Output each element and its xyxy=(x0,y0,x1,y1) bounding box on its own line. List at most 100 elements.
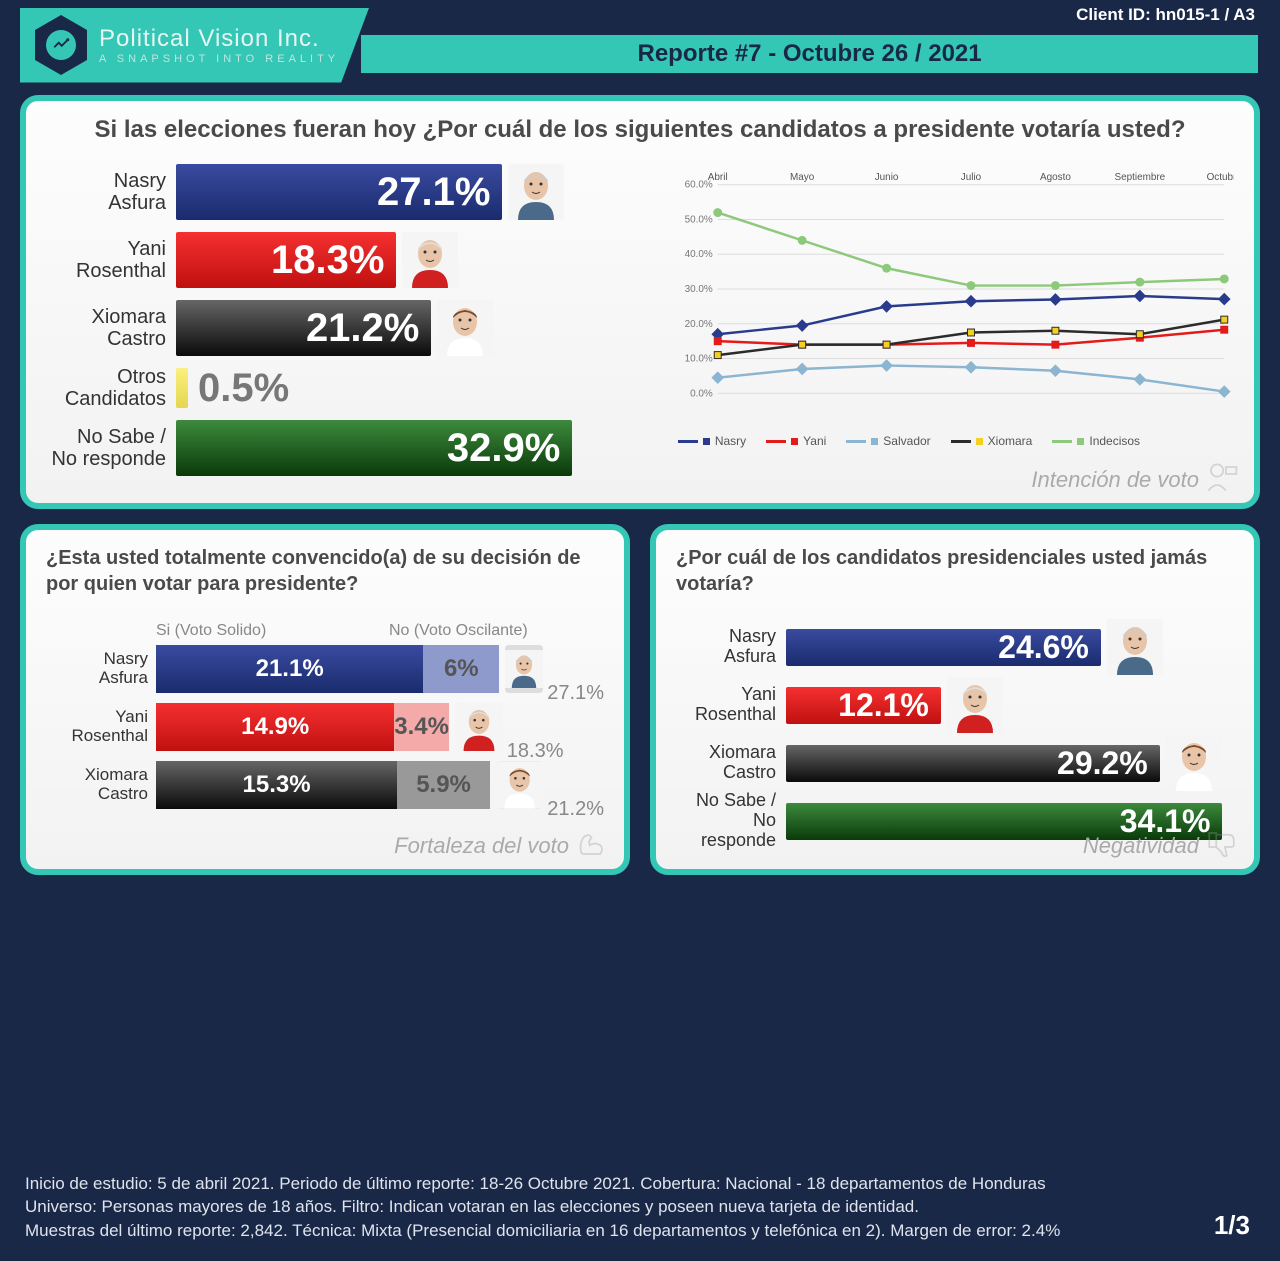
bar-fill: 21.2% xyxy=(176,300,431,356)
fortaleza-bars: NasryAsfura 21.1% 6% 27.1% YaniRosenthal… xyxy=(46,645,604,809)
svg-text:Septiembre: Septiembre xyxy=(1114,172,1165,183)
trend-line-chart: 0.0%10.0%20.0%30.0%40.0%50.0%60.0%AbrilM… xyxy=(678,164,1234,424)
bar-fill: 12.1% xyxy=(786,687,941,724)
logo-block: Political Vision Inc. A SNAPSHOT INTO RE… xyxy=(20,8,369,83)
stack-track: 14.9% 3.4% 18.3% xyxy=(156,703,604,751)
negatividad-title: ¿Por cuál de los candidatos presidencial… xyxy=(676,545,1234,597)
report-title: Reporte #7 - Octubre 26 / 2021 xyxy=(359,33,1260,75)
bar-label: NasryAsfura xyxy=(46,170,176,214)
stack-label: NasryAsfura xyxy=(46,650,156,687)
header: Political Vision Inc. A SNAPSHOT INTO RE… xyxy=(0,0,1280,80)
candidate-avatar xyxy=(1107,619,1163,675)
bar-fill xyxy=(176,368,188,408)
stack-solid: 21.1% xyxy=(156,645,423,693)
panel-intencion: Si las elecciones fueran hoy ¿Por cuál d… xyxy=(20,95,1260,509)
svg-text:Octubre: Octubre xyxy=(1206,172,1234,183)
bar-track: 27.1% xyxy=(176,164,658,220)
candidate-avatar xyxy=(455,703,503,751)
muscle-icon xyxy=(574,826,609,861)
candidate-avatar xyxy=(402,232,458,288)
footer-l3: Muestras del último reporte: 2,842. Técn… xyxy=(25,1219,1255,1243)
svg-text:Julio: Julio xyxy=(961,172,982,183)
logo-hex-icon xyxy=(35,15,87,75)
svg-text:Abril: Abril xyxy=(708,172,728,183)
page-number: 1/3 xyxy=(1214,1207,1250,1243)
bar-track: 32.9% xyxy=(176,420,658,476)
svg-text:Agosto: Agosto xyxy=(1040,172,1071,183)
svg-text:10.0%: 10.0% xyxy=(684,354,712,365)
candidate-avatar xyxy=(437,300,493,356)
bar-label: OtrosCandidatos xyxy=(46,366,176,410)
bar-label: NasryAsfura xyxy=(676,627,786,667)
stack-label: YaniRosenthal xyxy=(46,708,156,745)
bar-label: No Sabe /No responde xyxy=(46,426,176,470)
footer-l1: Inicio de estudio: 5 de abril 2021. Peri… xyxy=(25,1172,1255,1196)
negatividad-section-label: Negatividad xyxy=(1083,833,1199,859)
thumbs-down-icon xyxy=(1204,826,1239,861)
bar-label: No Sabe /No responde xyxy=(676,791,786,850)
svg-text:20.0%: 20.0% xyxy=(684,319,712,330)
bar-fill: 32.9% xyxy=(176,420,572,476)
panel-fortaleza: ¿Esta usted totalmente convencido(a) de … xyxy=(20,524,630,875)
legend-item: Indecisos xyxy=(1052,434,1140,448)
candidate-avatar xyxy=(947,677,1003,733)
bar-track: 29.2% xyxy=(786,735,1234,791)
legend-item: Salvador xyxy=(846,434,930,448)
logo-bubble-icon xyxy=(46,30,76,60)
company-tagline: A SNAPSHOT INTO REALITY xyxy=(99,53,339,65)
candidate-avatar xyxy=(496,761,543,809)
bar-label: XiomaraCastro xyxy=(46,306,176,350)
company-text: Political Vision Inc. A SNAPSHOT INTO RE… xyxy=(99,25,339,65)
candidate-avatar xyxy=(505,645,543,693)
bar-track: 24.6% xyxy=(786,619,1234,675)
bar-value: 0.5% xyxy=(198,366,289,411)
candidate-avatar xyxy=(1166,735,1222,791)
bar-label: YaniRosenthal xyxy=(676,685,786,725)
footer-l2: Universo: Personas mayores de 18 años. F… xyxy=(25,1195,1255,1219)
fortaleza-title: ¿Esta usted totalmente convencido(a) de … xyxy=(46,545,604,597)
legend-item: Xiomara xyxy=(951,434,1033,448)
company-name: Political Vision Inc. xyxy=(99,25,339,53)
vote-icon xyxy=(1204,460,1239,495)
intencion-title: Si las elecciones fueran hoy ¿Por cuál d… xyxy=(46,116,1234,144)
intencion-bars: NasryAsfura 27.1%YaniRosenthal 18.3%Xiom… xyxy=(46,164,658,488)
bar-label: XiomaraCastro xyxy=(676,743,786,783)
negatividad-bars: NasryAsfura 24.6%YaniRosenthal 12.1%Xiom… xyxy=(676,622,1234,846)
svg-text:Junio: Junio xyxy=(875,172,899,183)
bar-fill: 27.1% xyxy=(176,164,502,220)
stack-total: 18.3% xyxy=(507,740,564,763)
svg-text:50.0%: 50.0% xyxy=(684,214,712,225)
hdr-no: No (Voto Oscilante) xyxy=(389,622,528,640)
svg-text:0.0%: 0.0% xyxy=(690,388,713,399)
fortaleza-section-label: Fortaleza del voto xyxy=(394,833,569,859)
intencion-section-label: Intención de voto xyxy=(1031,467,1199,493)
bar-label: YaniRosenthal xyxy=(46,238,176,282)
stack-osc: 5.9% xyxy=(397,761,490,809)
legend-item: Yani xyxy=(766,434,826,448)
bar-track: 0.5% xyxy=(176,366,658,411)
bar-track: 21.2% xyxy=(176,300,658,356)
stack-osc: 3.4% xyxy=(394,703,448,751)
stack-solid: 14.9% xyxy=(156,703,394,751)
footer: Inicio de estudio: 5 de abril 2021. Peri… xyxy=(0,1154,1280,1261)
bar-fill: 18.3% xyxy=(176,232,396,288)
hdr-si: Si (Voto Solido) xyxy=(156,622,389,640)
bar-fill: 29.2% xyxy=(786,745,1160,782)
svg-text:40.0%: 40.0% xyxy=(684,249,712,260)
stack-total: 27.1% xyxy=(547,682,604,705)
bar-track: 18.3% xyxy=(176,232,658,288)
legend-item: Nasry xyxy=(678,434,746,448)
stack-solid: 15.3% xyxy=(156,761,397,809)
stack-label: XiomaraCastro xyxy=(46,766,156,803)
trend-legend: Nasry Yani Salvador Xiomara Indecisos xyxy=(678,434,1234,448)
bar-track: 12.1% xyxy=(786,677,1234,733)
panel-negatividad: ¿Por cuál de los candidatos presidencial… xyxy=(650,524,1260,875)
stack-track: 21.1% 6% 27.1% xyxy=(156,645,604,693)
bar-fill: 24.6% xyxy=(786,629,1101,666)
stack-track: 15.3% 5.9% 21.2% xyxy=(156,761,604,809)
client-id: Client ID: hn015-1 / A3 xyxy=(1076,5,1255,25)
candidate-avatar xyxy=(508,164,564,220)
svg-text:Mayo: Mayo xyxy=(790,172,815,183)
stack-osc: 6% xyxy=(423,645,499,693)
intencion-trend: 0.0%10.0%20.0%30.0%40.0%50.0%60.0%AbrilM… xyxy=(678,164,1234,488)
